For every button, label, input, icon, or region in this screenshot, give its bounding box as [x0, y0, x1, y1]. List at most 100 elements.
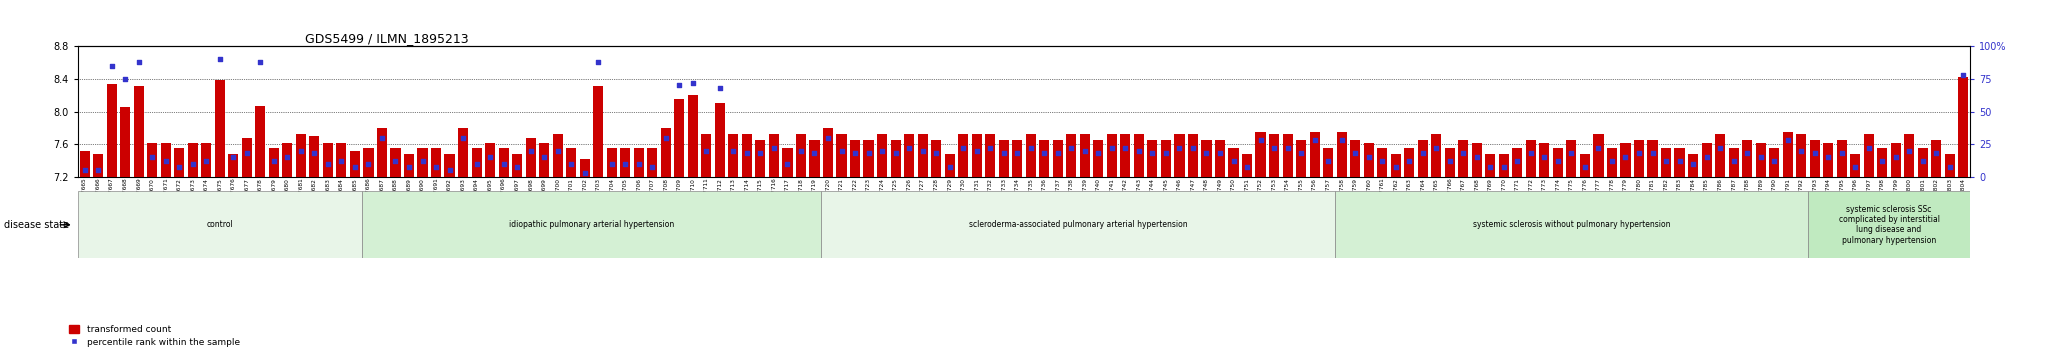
Bar: [809, 140, 819, 177]
Point: [1731, 150, 1763, 156]
Bar: [985, 135, 995, 177]
Point: [1460, 154, 1493, 160]
Point: [1217, 159, 1249, 164]
Bar: [106, 85, 117, 177]
Bar: [1147, 140, 1157, 177]
Bar: [1106, 135, 1116, 177]
Bar: [1796, 135, 1806, 177]
Bar: [147, 143, 158, 177]
Point: [1880, 154, 1913, 160]
Bar: [1188, 135, 1198, 177]
Bar: [80, 151, 90, 177]
Point: [811, 135, 844, 141]
Point: [461, 161, 494, 167]
Point: [1243, 137, 1278, 143]
Point: [285, 148, 317, 154]
Point: [1028, 150, 1061, 156]
Bar: [821, 191, 1335, 258]
Point: [1257, 145, 1290, 151]
Bar: [674, 99, 684, 177]
Point: [176, 161, 209, 167]
Point: [1311, 159, 1343, 164]
Bar: [1391, 154, 1401, 177]
Point: [1745, 154, 1778, 160]
Bar: [1905, 135, 1915, 177]
Bar: [471, 148, 481, 177]
Bar: [836, 135, 846, 177]
Bar: [309, 136, 319, 177]
Bar: [430, 148, 440, 177]
Point: [514, 148, 547, 154]
Text: systemic sclerosis without pulmonary hypertension: systemic sclerosis without pulmonary hyp…: [1473, 220, 1671, 229]
Point: [1434, 159, 1466, 164]
Bar: [1620, 143, 1630, 177]
Bar: [688, 95, 698, 177]
Bar: [1473, 143, 1483, 177]
Bar: [1174, 135, 1184, 177]
Bar: [1323, 148, 1333, 177]
Bar: [1837, 140, 1847, 177]
Bar: [903, 135, 913, 177]
Bar: [242, 138, 252, 177]
Bar: [850, 140, 860, 177]
Bar: [133, 86, 143, 177]
Bar: [188, 143, 199, 177]
Bar: [1120, 135, 1130, 177]
Point: [608, 161, 641, 167]
Point: [1163, 145, 1196, 151]
Point: [758, 145, 791, 151]
Bar: [1714, 135, 1724, 177]
Bar: [1688, 154, 1698, 177]
Point: [1272, 145, 1305, 151]
Point: [852, 150, 885, 156]
Bar: [1755, 143, 1765, 177]
Point: [68, 167, 100, 173]
Bar: [1241, 154, 1251, 177]
Bar: [768, 135, 778, 177]
Point: [1757, 159, 1790, 164]
Point: [555, 161, 588, 167]
Point: [582, 59, 614, 64]
Text: idiopathic pulmonary arterial hypertension: idiopathic pulmonary arterial hypertensi…: [508, 220, 674, 229]
Point: [1542, 159, 1575, 164]
Bar: [418, 148, 428, 177]
Point: [1419, 145, 1452, 151]
Bar: [1878, 148, 1888, 177]
Point: [1096, 145, 1128, 151]
Point: [123, 59, 156, 64]
Bar: [391, 148, 401, 177]
Point: [987, 150, 1020, 156]
Bar: [553, 135, 563, 177]
Point: [1595, 159, 1628, 164]
Bar: [1864, 135, 1874, 177]
Bar: [1808, 191, 1970, 258]
Bar: [1743, 140, 1753, 177]
Point: [879, 150, 911, 156]
Bar: [1823, 143, 1833, 177]
Point: [1649, 159, 1681, 164]
Bar: [362, 191, 821, 258]
Point: [635, 164, 668, 169]
Bar: [1917, 148, 1927, 177]
Point: [1716, 159, 1749, 164]
Bar: [606, 148, 616, 177]
Bar: [1135, 135, 1145, 177]
Point: [705, 85, 737, 91]
Bar: [580, 159, 590, 177]
Bar: [1229, 148, 1239, 177]
Point: [1176, 145, 1208, 151]
Bar: [1337, 132, 1348, 177]
Point: [162, 164, 197, 169]
Bar: [1296, 140, 1307, 177]
Point: [973, 145, 1006, 151]
Point: [1446, 150, 1479, 156]
Bar: [1444, 148, 1454, 177]
Bar: [362, 148, 373, 177]
Bar: [715, 103, 725, 177]
Bar: [918, 135, 928, 177]
Point: [1081, 150, 1114, 156]
Bar: [324, 143, 334, 177]
Bar: [459, 128, 469, 177]
Point: [1948, 72, 1980, 78]
Point: [1040, 150, 1073, 156]
